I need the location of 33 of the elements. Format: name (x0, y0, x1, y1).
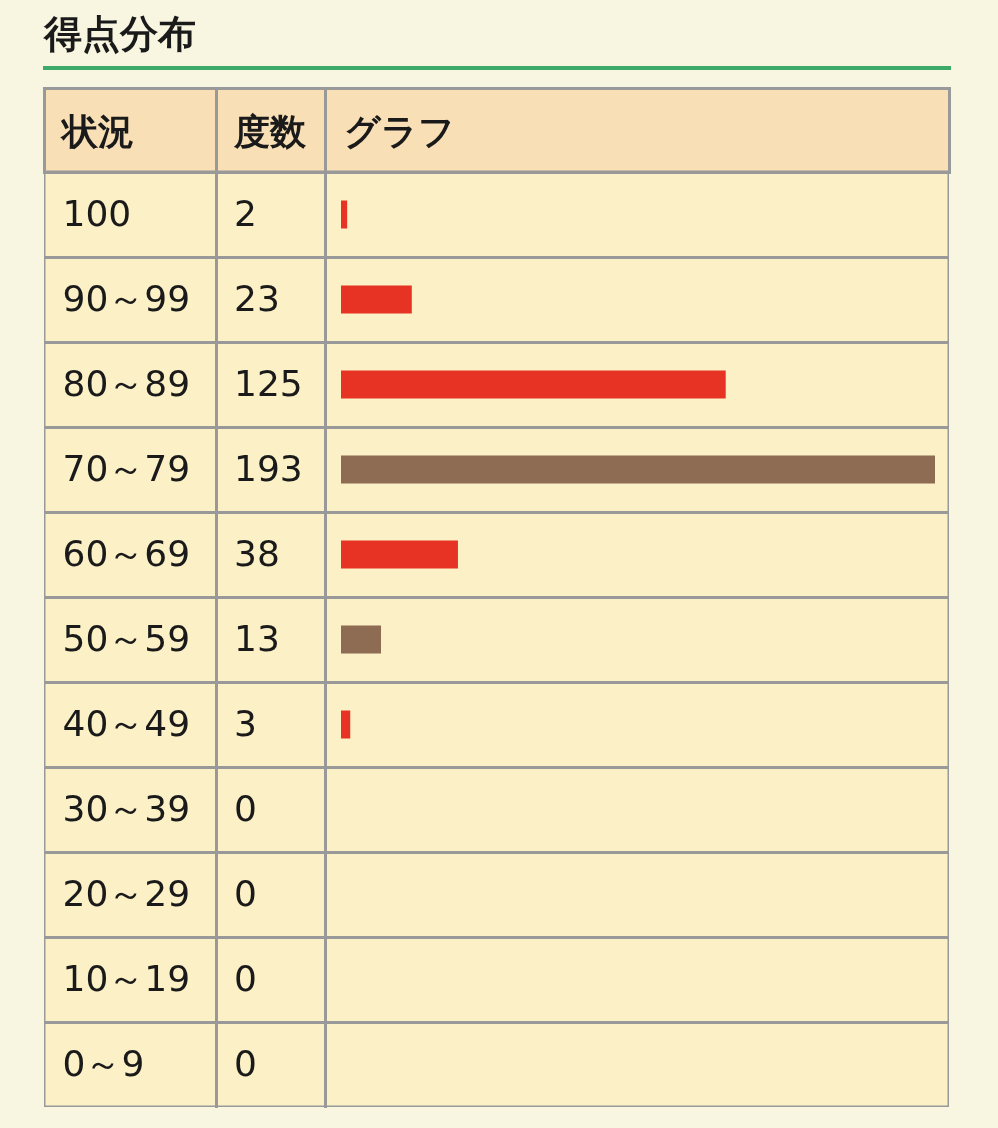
bar (341, 625, 382, 654)
y-axis-title: 状況 (62, 109, 134, 154)
data-label: 38 (234, 532, 280, 574)
y-tick-label: 20～29 (62, 873, 191, 914)
bar (341, 540, 458, 569)
y-tick-label: 10～19 (62, 958, 191, 999)
data-label: 23 (234, 277, 280, 319)
y-tick-label: 70～79 (62, 448, 191, 489)
data-label: 193 (234, 447, 303, 489)
table-header: 状況 度数 グラフ (42, 86, 951, 174)
data-label: 0 (234, 872, 257, 914)
y-tick-label: 30～39 (62, 788, 191, 829)
data-label: 0 (234, 1042, 257, 1084)
x-axis-title: グラフ (344, 109, 455, 154)
data-label: 0 (234, 957, 257, 999)
data-label: 13 (234, 617, 280, 659)
data-label: 125 (234, 362, 303, 404)
bar (341, 285, 412, 314)
data-label: 3 (234, 702, 257, 744)
y-tick-label: 100 (62, 193, 132, 234)
bar (341, 710, 351, 739)
chart-title: 得点分布 (44, 11, 196, 58)
y-tick-label: 80～89 (62, 363, 191, 404)
y-tick-label: 0～9 (62, 1043, 145, 1084)
y-tick-label: 90～99 (62, 278, 191, 319)
y-tick-label: 60～69 (62, 533, 191, 574)
data-label: 2 (234, 192, 257, 234)
data-label: 0 (234, 787, 257, 829)
bar (341, 370, 726, 399)
bar (341, 455, 935, 484)
bar (341, 200, 348, 229)
y-tick-label: 50～59 (62, 618, 191, 659)
y-tick-label: 40～49 (62, 703, 191, 744)
